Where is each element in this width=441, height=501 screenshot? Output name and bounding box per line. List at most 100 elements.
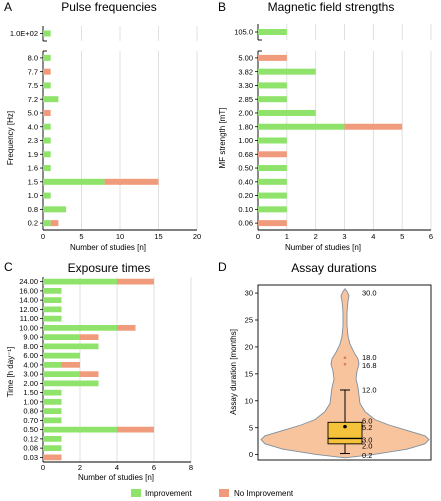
bar-b-improvement xyxy=(258,82,287,89)
xlabel-b: Number of studies [n] xyxy=(285,243,361,252)
x-tick-label-c: 8 xyxy=(189,463,193,472)
y-tick-label-d: 30 xyxy=(245,289,253,298)
bar-b-improvement xyxy=(258,96,287,103)
bar-a-improvement xyxy=(43,178,105,185)
x-tick-label-a: 5 xyxy=(79,232,83,241)
bar-b-improvement xyxy=(258,68,316,75)
bar-c-improvement xyxy=(43,343,99,350)
bar-c-improvement xyxy=(43,278,117,285)
bar-c-improvement xyxy=(43,417,62,424)
bar-a-improvement xyxy=(43,192,51,199)
bar-a-no-improvement xyxy=(43,68,51,75)
y-tick-label-a: 1.0E+02 xyxy=(10,29,38,38)
ylabel-b: MF strength [mT] xyxy=(218,108,227,169)
y-tick-label-b: 3.30 xyxy=(238,81,253,90)
y-tick-label-c: 0.03 xyxy=(23,453,38,462)
data-point-marker xyxy=(343,362,347,366)
legend-swatch-improvement xyxy=(131,489,141,497)
annotation-label: 18.0 xyxy=(362,353,377,362)
bar-a-improvement xyxy=(43,96,59,103)
x-tick-label-b: 0 xyxy=(256,232,260,241)
y-tick-label-c: 0.08 xyxy=(23,444,38,453)
title-c: Exposure times xyxy=(68,261,151,275)
x-tick-label-a: 0 xyxy=(41,232,45,241)
y-tick-label-b: 5.00 xyxy=(238,53,253,62)
bar-b-improvement xyxy=(258,29,287,35)
y-tick-label-a: 8.0 xyxy=(28,53,38,62)
violin-body xyxy=(260,288,430,459)
y-tick-label-a: 7.2 xyxy=(28,95,38,104)
y-tick-label-c: 0.50 xyxy=(23,425,38,434)
xlabel-c: Number of studies [n] xyxy=(78,473,154,482)
bar-a-improvement xyxy=(43,123,51,130)
bar-c-improvement xyxy=(43,334,80,340)
bar-a-no-improvement xyxy=(50,220,59,227)
x-tick-label-b: 1 xyxy=(285,232,289,241)
y-tick-label-b: 0.40 xyxy=(238,177,253,186)
y-tick-label-b: 0.10 xyxy=(238,205,253,214)
bar-c-no-improvement xyxy=(43,454,62,461)
bar-a-improvement xyxy=(43,151,51,158)
y-tick-label-d: 10 xyxy=(245,396,253,405)
bar-a-improvement xyxy=(43,206,67,213)
bar-c-improvement xyxy=(43,445,62,451)
y-tick-label-b: 0.50 xyxy=(238,164,253,173)
bar-c-no-improvement xyxy=(61,362,80,368)
bar-a-improvement xyxy=(43,220,51,227)
bar-b-no-improvement xyxy=(344,123,403,130)
legend-label-no-improvement: No Improvement xyxy=(234,489,294,498)
bar-b-improvement xyxy=(258,137,287,144)
y-tick-label-a: 0.2 xyxy=(28,219,38,228)
y-tick-label-c: 1.00 xyxy=(23,397,38,406)
y-tick-label-c: 8.00 xyxy=(23,342,38,351)
bar-c-improvement xyxy=(43,389,62,396)
y-tick-label-a: 1.5 xyxy=(28,177,38,186)
bar-a-improvement xyxy=(43,137,51,144)
ylabel-c: Time [h day⁻¹] xyxy=(6,347,15,398)
bar-b-no-improvement xyxy=(258,151,287,158)
bar-c-improvement xyxy=(43,306,62,313)
annotation-label: 16.8 xyxy=(362,361,377,370)
y-tick-label-b: 0.68 xyxy=(238,150,253,159)
bar-c-improvement xyxy=(43,371,80,377)
annotation-label: 30.0 xyxy=(362,289,377,298)
xlabel-a: Number of studies [n] xyxy=(70,243,146,252)
x-tick-label-b: 2 xyxy=(314,232,318,241)
bar-c-no-improvement xyxy=(80,371,99,377)
y-tick-label-c: 10.00 xyxy=(19,323,38,332)
y-tick-label-c: 4.00 xyxy=(23,360,38,369)
annotation-label: 6.0 xyxy=(362,416,372,425)
bar-b-improvement xyxy=(258,165,287,172)
bar-c-improvement xyxy=(43,436,62,442)
bar-c-no-improvement xyxy=(117,325,136,331)
annotation-label: 5.2 xyxy=(362,423,372,432)
y-tick-label-d: 25 xyxy=(245,316,253,325)
y-tick-label-c: 2.00 xyxy=(23,379,38,388)
bar-b-no-improvement xyxy=(258,54,287,61)
y-tick-label-c: 0.80 xyxy=(23,407,38,416)
y-tick-label-a: 1.9 xyxy=(28,150,38,159)
bar-c-improvement xyxy=(43,362,62,368)
y-tick-label-c: 6.00 xyxy=(23,351,38,360)
bar-b-improvement xyxy=(258,109,316,116)
y-tick-label-b: 105.0 xyxy=(234,28,253,37)
bar-c-no-improvement xyxy=(117,426,154,433)
bar-b-improvement xyxy=(258,123,345,130)
y-tick-label-c: 9.00 xyxy=(23,333,38,342)
y-tick-label-c: 3.00 xyxy=(23,370,38,379)
y-tick-label-c: 14.00 xyxy=(19,296,38,305)
annotation-label: 3.0 xyxy=(362,436,372,445)
data-point-marker xyxy=(343,356,347,359)
legend-swatch-no-improvement xyxy=(219,489,229,497)
x-tick-label-c: 6 xyxy=(152,463,156,472)
y-tick-label-a: 2.3 xyxy=(28,136,38,145)
bar-c-improvement xyxy=(43,380,99,387)
bar-a-no-improvement xyxy=(104,178,159,185)
x-tick-label-b: 3 xyxy=(342,232,346,241)
x-tick-label-a: 15 xyxy=(154,232,162,241)
bar-a-improvement xyxy=(43,82,51,89)
y-tick-label-c: 11.00 xyxy=(20,314,38,323)
y-tick-label-d: 0 xyxy=(249,450,253,459)
